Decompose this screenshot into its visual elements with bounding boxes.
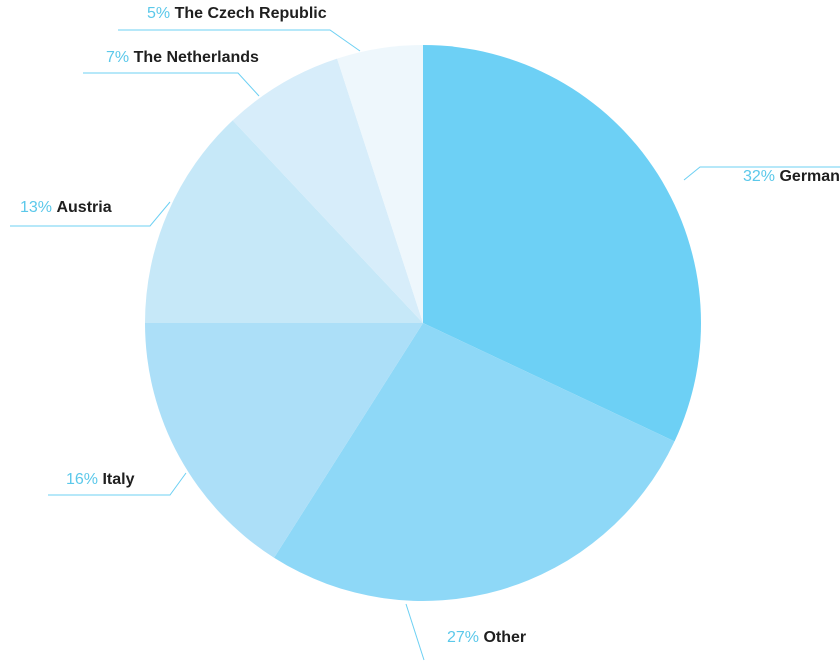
slice-percent: 5%: [147, 5, 175, 22]
slice-label: 32% Germany: [743, 168, 840, 185]
pie-slice-italy: [145, 323, 423, 558]
pie-slice-the-czech-republic: [337, 45, 423, 323]
leader-line: [10, 201, 171, 227]
slice-label: 27% Other: [447, 629, 526, 646]
slice-percent: 13%: [20, 199, 56, 216]
pie-slice-germany: [423, 45, 701, 442]
pie-slice-the-netherlands: [232, 58, 423, 324]
slice-label: 7% The Netherlands: [106, 49, 259, 66]
slice-labels: 32% Germany 27% Other 16% Italy 13% Austria…: [20, 5, 840, 646]
pie-slice-austria: [145, 120, 423, 323]
slice-percent: 16%: [66, 471, 102, 488]
slice-name: Other: [483, 629, 526, 646]
slice-name: Germany: [779, 168, 840, 185]
slice-label: 16% Italy: [66, 471, 135, 488]
slice-name: The Czech Republic: [175, 5, 327, 22]
leader-line: [48, 472, 187, 496]
slice-label: 5% The Czech Republic: [147, 5, 327, 22]
pie-slice-other: [274, 323, 675, 601]
leader-line: [683, 166, 840, 181]
pie-slices: [145, 45, 701, 601]
slice-name: The Netherlands: [134, 49, 259, 66]
leader-lines: [10, 29, 840, 661]
slice-percent: 32%: [743, 168, 779, 185]
slice-percent: 27%: [447, 629, 483, 646]
slice-percent: 7%: [106, 49, 134, 66]
slice-name: Austria: [56, 199, 111, 216]
slice-name: Italy: [102, 471, 134, 488]
slice-label: 13% Austria: [20, 199, 112, 216]
leader-line: [118, 29, 361, 52]
leader-line: [405, 603, 425, 661]
leader-line: [83, 72, 260, 97]
